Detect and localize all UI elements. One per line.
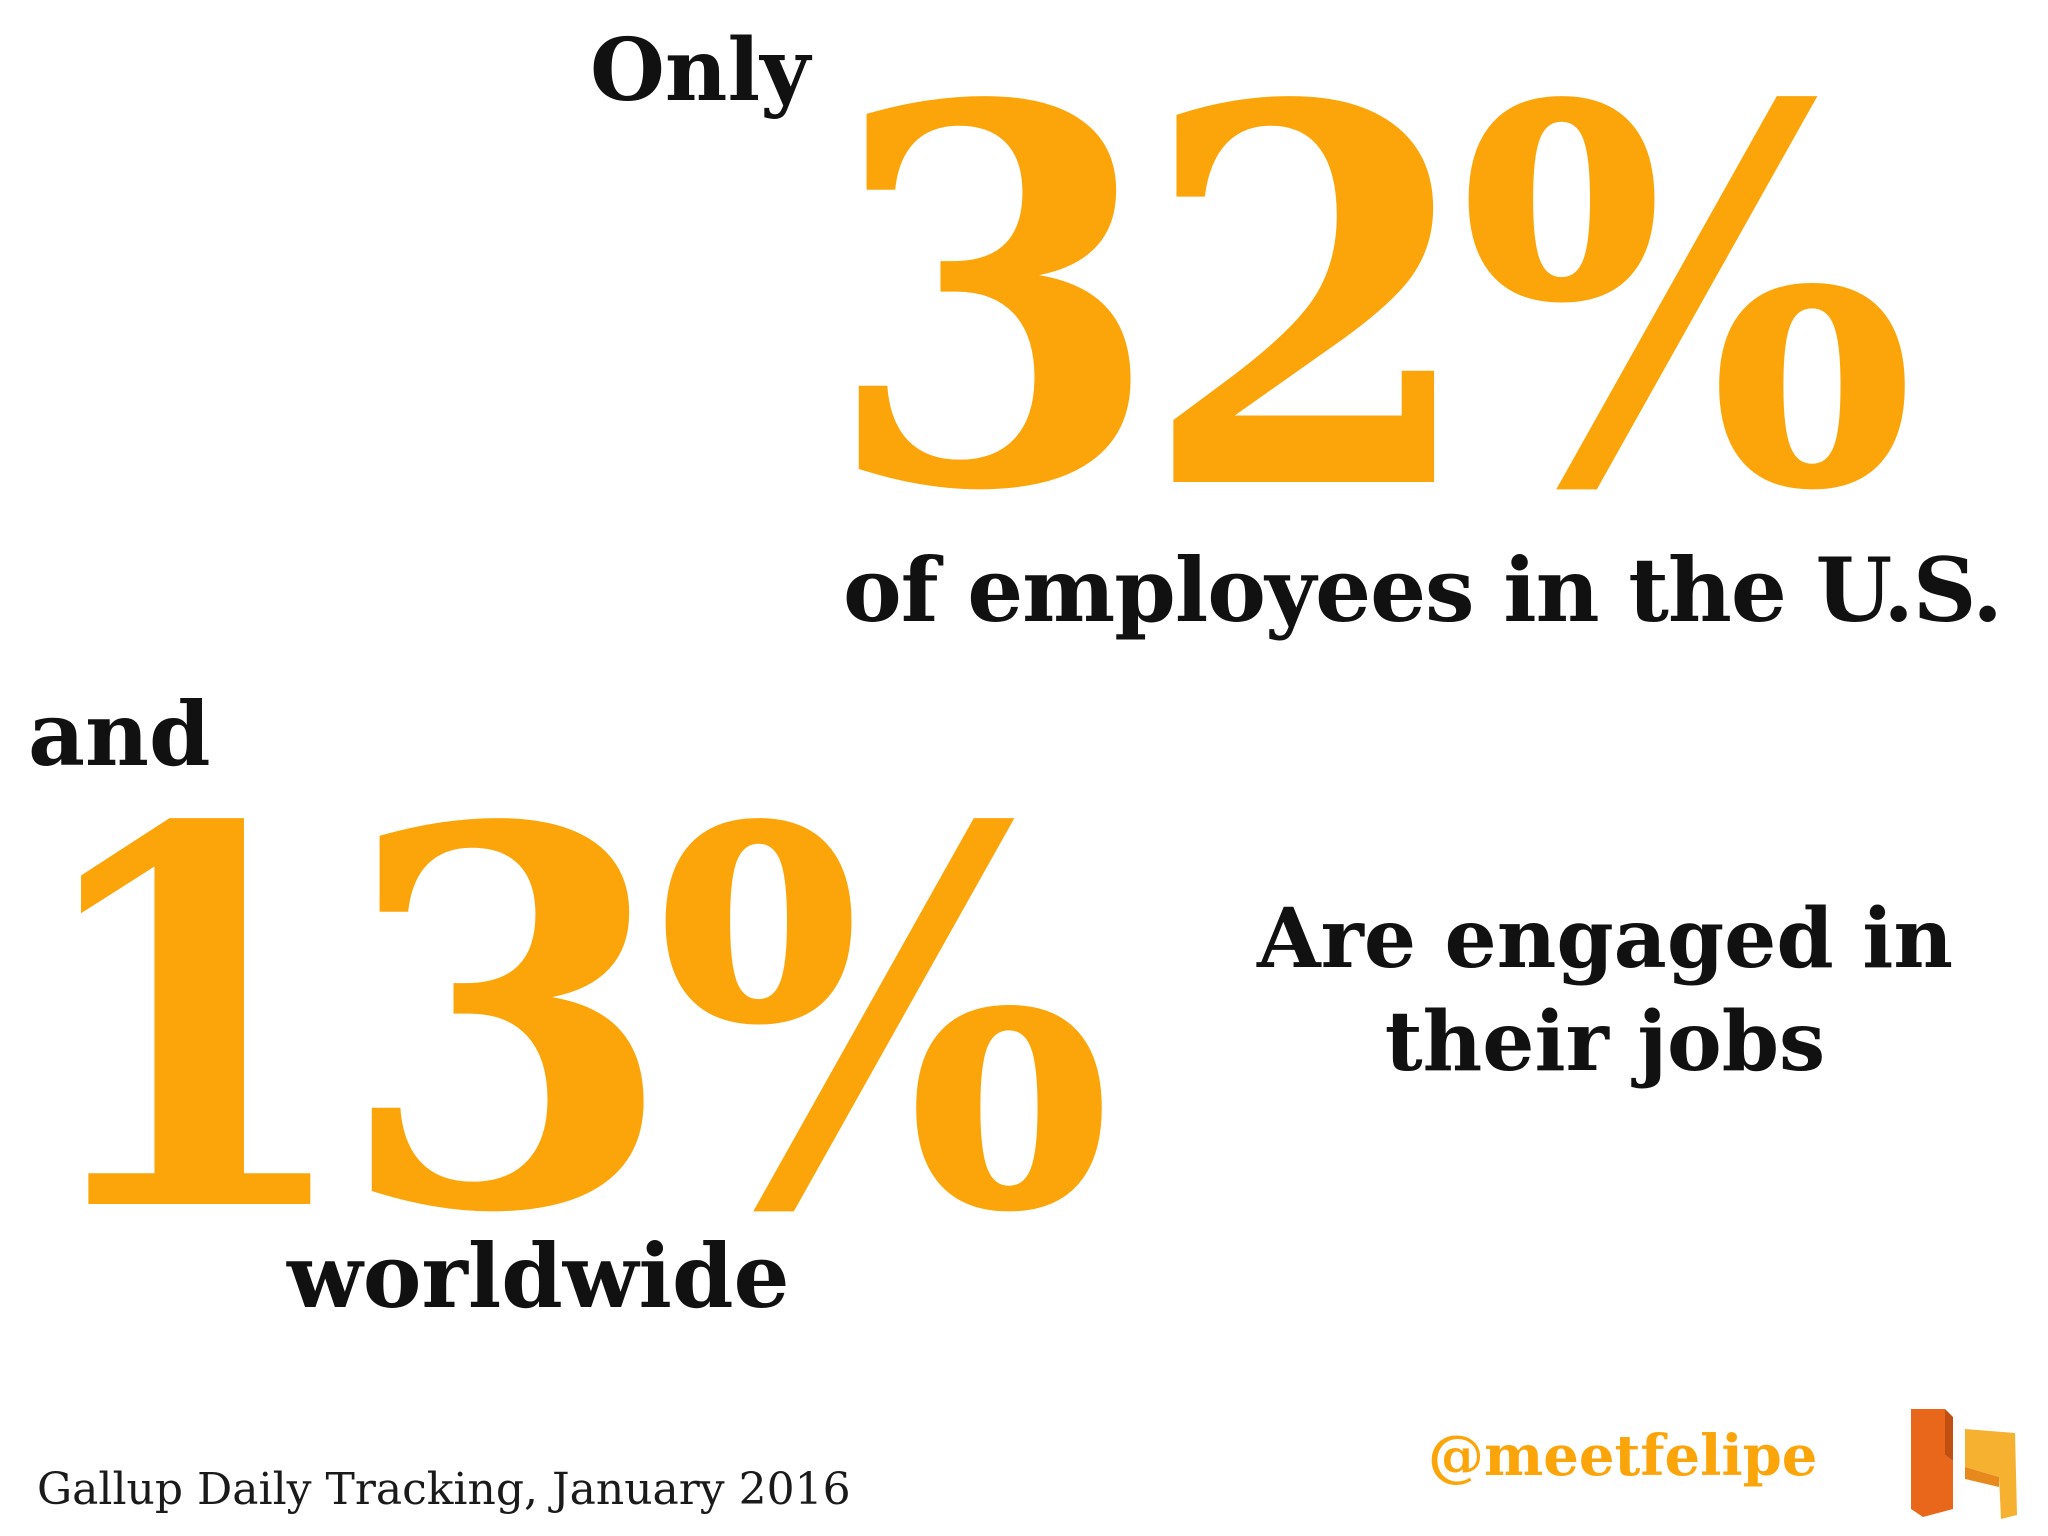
world-description: worldwide	[287, 1224, 790, 1328]
us-description: of employees in the U.S.	[843, 538, 2003, 642]
source-citation: Gallup Daily Tracking, January 2016	[37, 1464, 851, 1515]
author-handle: @meetfelipe	[1428, 1423, 1818, 1489]
conclusion-line-2: their jobs	[1384, 993, 1826, 1090]
conclusion-line-1: Are engaged in	[1257, 891, 1953, 987]
intro-text: Only	[590, 20, 811, 121]
world-percent: 13%	[22, 716, 1114, 1327]
us-percent: 32%	[825, 0, 1917, 605]
conclusion-text: Are engaged in their jobs	[1190, 888, 2020, 1093]
connector-text: and	[28, 682, 211, 786]
meetfelipe-logo-icon	[1911, 1409, 2017, 1519]
